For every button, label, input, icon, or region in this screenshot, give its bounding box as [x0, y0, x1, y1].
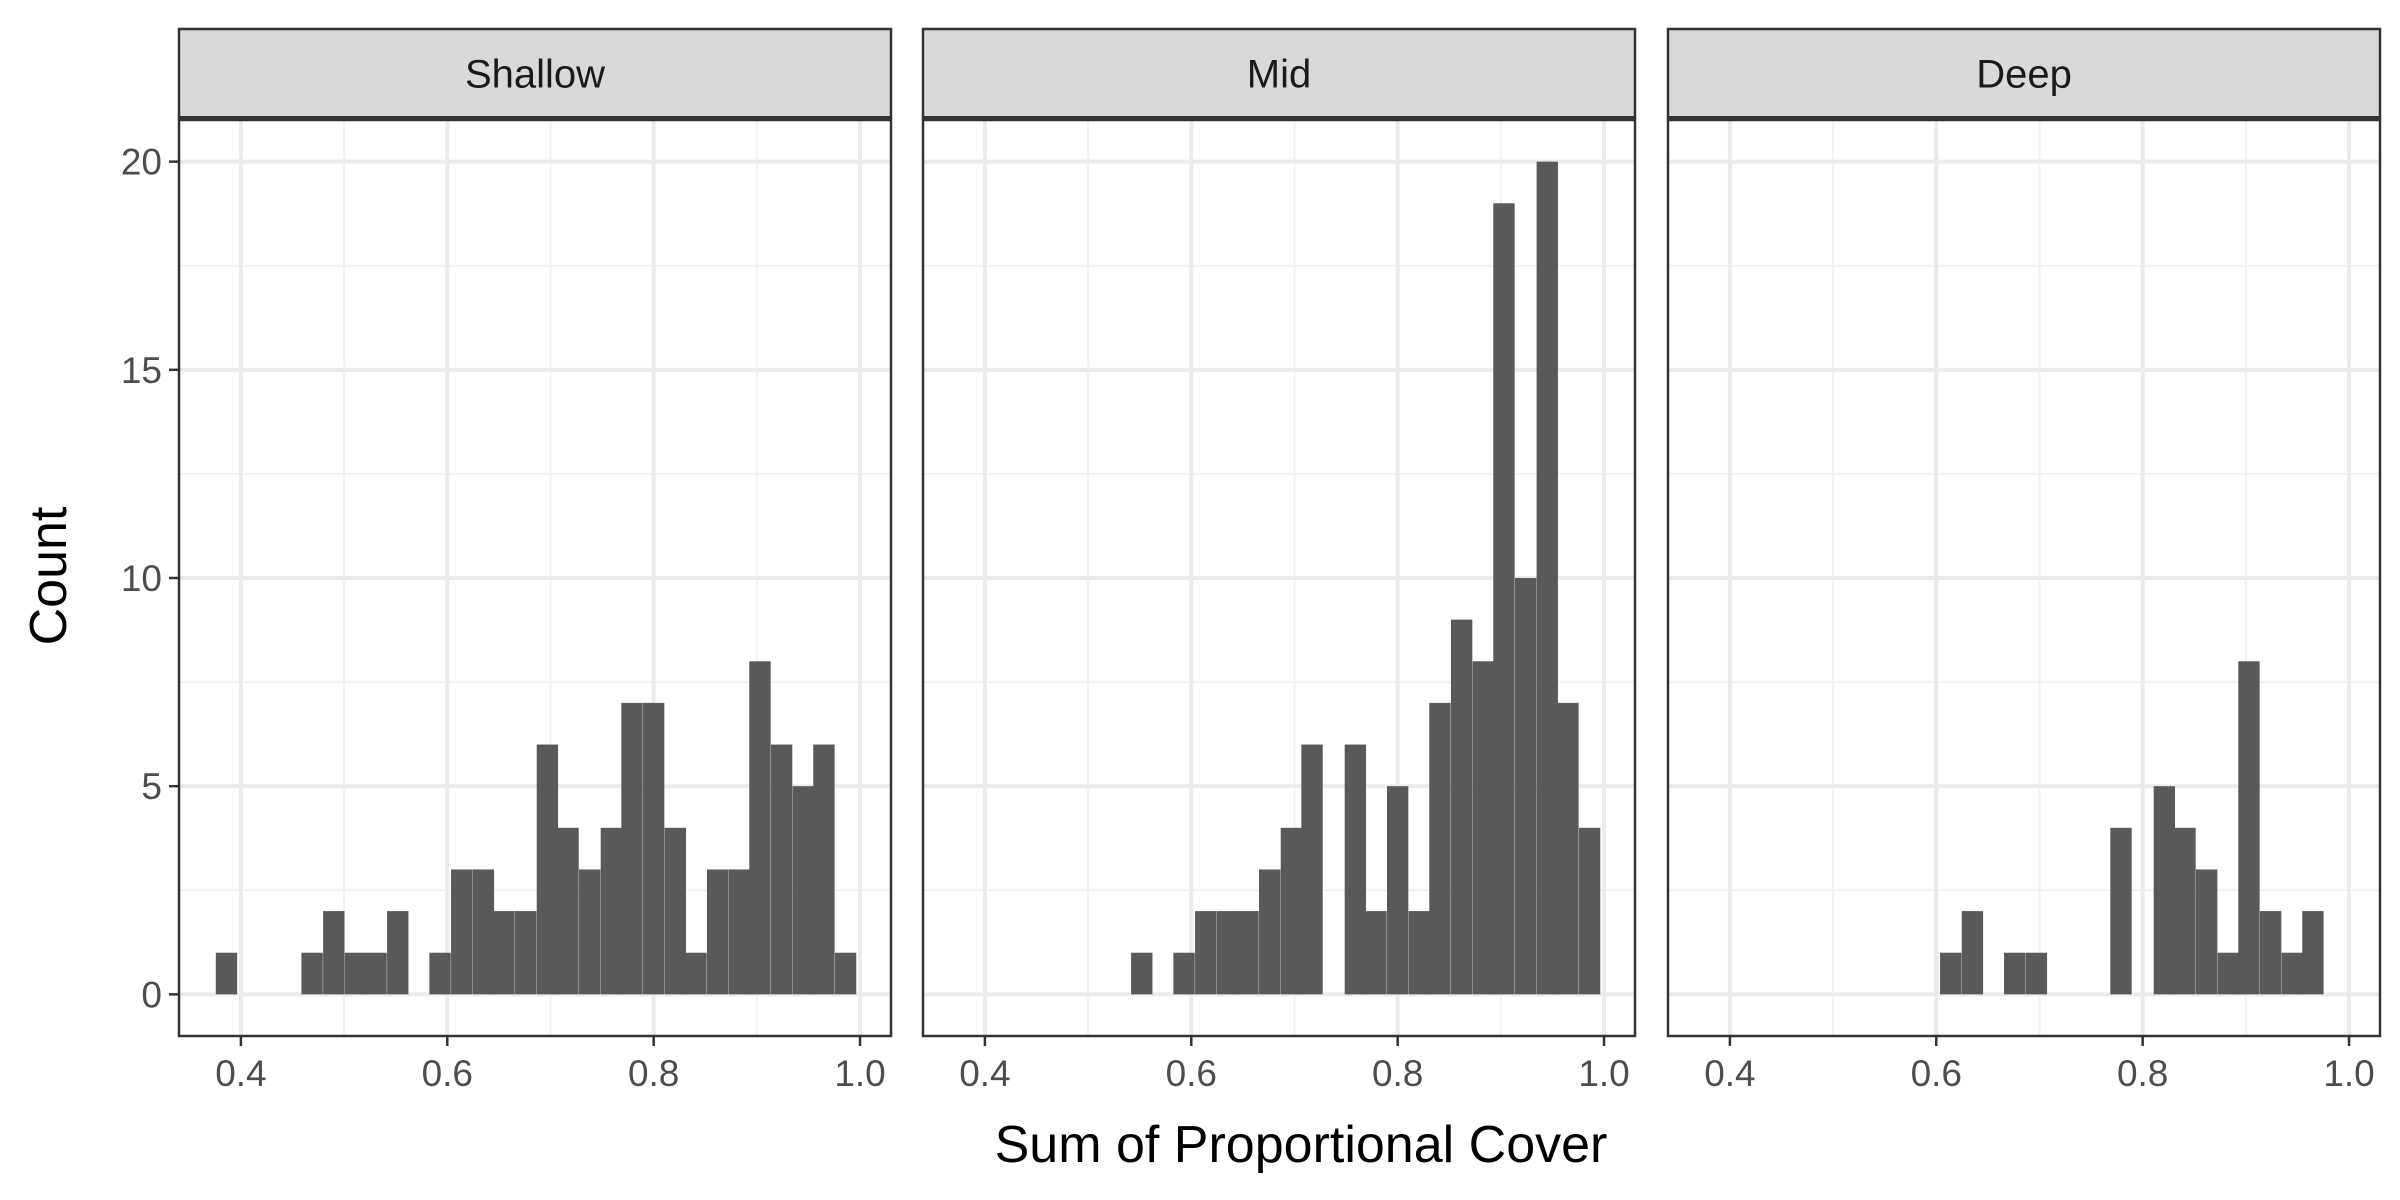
histogram-bar: [792, 786, 814, 995]
histogram-bar: [387, 911, 409, 995]
y-tick-label: 20: [121, 142, 162, 183]
histogram-bar: [1344, 744, 1367, 995]
y-tick-label: 0: [141, 974, 162, 1015]
x-tick-label: 0.4: [1704, 1053, 1755, 1094]
histogram-bar: [1365, 911, 1387, 995]
histogram-bar: [664, 827, 687, 995]
histogram-bar: [579, 869, 601, 995]
histogram-bar: [1408, 911, 1431, 995]
x-tick-label: 0.6: [1911, 1053, 1962, 1094]
histogram-bar: [2238, 661, 2260, 995]
histogram-bar: [1259, 869, 1281, 995]
histogram-bar: [600, 827, 623, 995]
histogram-bar: [451, 869, 473, 995]
x-tick-label: 1.0: [2323, 1053, 2374, 1094]
x-tick-label: 0.4: [215, 1053, 266, 1094]
strip-background: [1666, 27, 2382, 120]
histogram-bar: [1216, 911, 1239, 995]
x-tick-label: 0.6: [422, 1053, 473, 1094]
y-axis-title: Count: [20, 506, 78, 645]
histogram-bar: [472, 869, 495, 995]
histogram-bar: [2195, 869, 2218, 995]
histogram-bar: [1557, 702, 1579, 995]
histogram-bar: [2004, 952, 2026, 995]
histogram-bar: [1536, 161, 1558, 995]
histogram-bar: [1450, 619, 1473, 995]
histogram-bar: [536, 744, 559, 995]
histogram-bar: [813, 744, 835, 995]
histogram-bar: [1195, 911, 1217, 995]
histogram-bar: [2153, 786, 2176, 995]
histogram-bar: [749, 661, 771, 995]
x-tick-label: 0.8: [1372, 1053, 1423, 1094]
histogram-bar: [493, 911, 515, 995]
histogram-bar: [1280, 827, 1303, 995]
histogram-bar: [1514, 578, 1537, 995]
panels-layer: Shallow 0.4 0.6 0.8 1.0 0 5 10 15 20 Mid 0.4 0.6 0.8 1…: [121, 27, 2382, 1094]
histogram-bar: [557, 827, 579, 995]
y-tick-label: 15: [121, 350, 162, 391]
histogram-bar: [1472, 661, 1494, 995]
histogram-bar: [728, 869, 750, 995]
y-tick-label: 10: [121, 558, 162, 599]
x-tick-label: 0.8: [2117, 1053, 2168, 1094]
x-tick-label: 1.0: [1578, 1053, 1629, 1094]
histogram-bar: [2259, 911, 2282, 995]
strip-label-shallow: Shallow: [465, 53, 605, 97]
histogram-bar: [685, 952, 707, 995]
x-axis-title: Sum of Proportional Cover: [995, 1116, 1608, 1174]
histogram-bar: [365, 952, 387, 995]
histogram-bar: [1940, 952, 1962, 995]
histogram-bar: [515, 911, 537, 995]
panel-mid: Mid 0.4 0.6 0.8 1.0: [921, 27, 1637, 1094]
x-tick-label: 0.4: [959, 1053, 1010, 1094]
histogram-bar: [1237, 911, 1259, 995]
histogram-bar: [1429, 702, 1451, 995]
histogram-bar: [215, 952, 238, 995]
strip-background: [921, 27, 1637, 120]
x-tick-label: 0.6: [1166, 1053, 1217, 1094]
histogram-bar: [1493, 203, 1515, 995]
strip-label-deep: Deep: [1976, 53, 2072, 97]
histogram-bar: [1386, 786, 1409, 995]
histogram-bar: [706, 869, 729, 995]
histogram-bar: [2302, 911, 2324, 995]
histogram-bar: [621, 702, 643, 995]
histogram-bar: [1961, 911, 1984, 995]
histogram-bar: [642, 702, 665, 995]
histogram-bar: [2110, 827, 2132, 995]
histogram-bar: [2217, 952, 2239, 995]
histogram-bar: [344, 952, 367, 995]
x-tick-label: 0.8: [628, 1053, 679, 1094]
strip-label-mid: Mid: [1247, 53, 1311, 97]
panel-shallow: Shallow 0.4 0.6 0.8 1.0 0 5 10 15 20: [121, 27, 893, 1094]
histogram-bar: [834, 952, 857, 995]
histogram-bar: [770, 744, 793, 995]
panel-deep: Deep 0.4 0.6 0.8 1.0: [1666, 27, 2382, 1094]
y-tick-label: 5: [141, 766, 162, 807]
histogram-bar: [1578, 827, 1601, 995]
x-tick-label: 1.0: [834, 1053, 885, 1094]
histogram-bar: [2174, 827, 2196, 995]
histogram-bar: [429, 952, 451, 995]
histogram-bar: [1301, 744, 1323, 995]
histogram-bar: [1173, 952, 1195, 995]
histogram-bar: [323, 911, 345, 995]
histogram-bar: [301, 952, 323, 995]
histogram-bar: [1131, 952, 1153, 995]
histogram-bar: [2025, 952, 2048, 995]
histogram-bar: [2281, 952, 2303, 995]
